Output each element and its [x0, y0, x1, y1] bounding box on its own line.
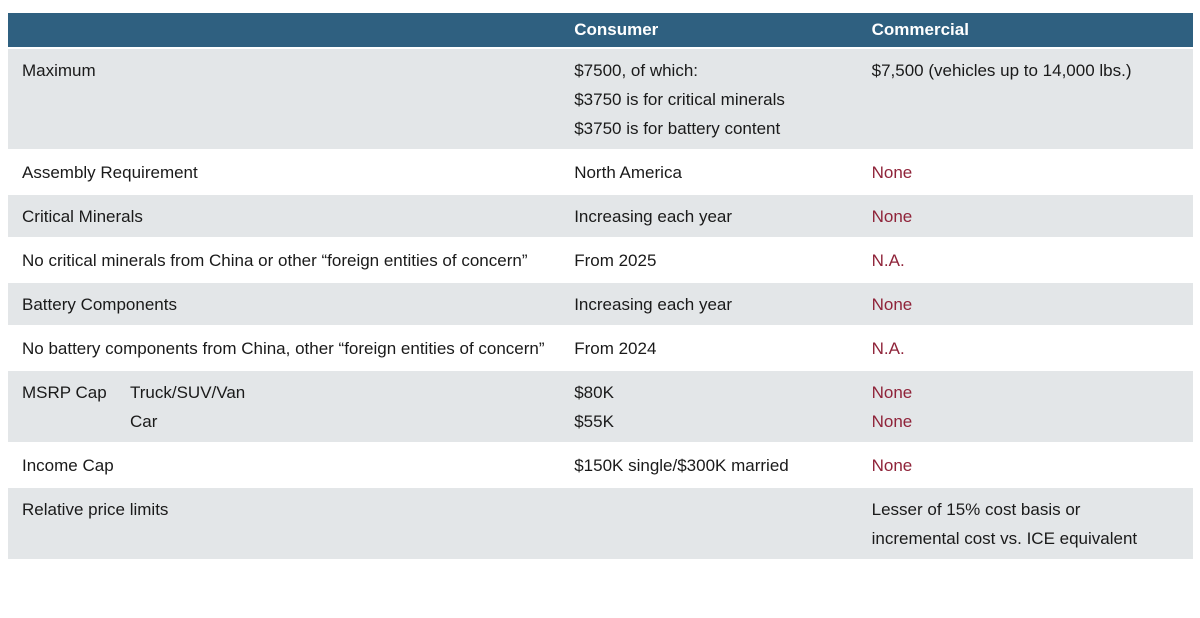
row-label: No battery components from China, other … [8, 327, 561, 369]
commercial-cell: N.A. [857, 327, 1193, 369]
table-row-battery-components: Battery Components Increasing each year … [8, 283, 1193, 325]
table-row-msrp-cap: MSRP Cap Truck/SUV/Van Car $80K $55K Non… [8, 371, 1193, 442]
commercial-cell: None None [857, 371, 1193, 442]
commercial-cell: N.A. [857, 239, 1193, 281]
consumer-cell: $150K single/$300K married [560, 444, 858, 486]
commercial-cell: None [857, 151, 1193, 193]
cell-line: $80K [574, 383, 614, 402]
msrp-sublabels: Truck/SUV/Van Car [130, 378, 245, 436]
table-row-no-battery-components-china: No battery components from China, other … [8, 327, 1193, 369]
table-row-assembly-requirement: Assembly Requirement North America None [8, 151, 1193, 193]
table-row-income-cap: Income Cap $150K single/$300K married No… [8, 444, 1193, 486]
cell-line: $55K [574, 412, 614, 431]
table-row-maximum: Maximum $7500, of which: $3750 is for cr… [8, 49, 1193, 149]
cell-line: Lesser of 15% cost basis or [871, 500, 1081, 519]
commercial-cell: None [857, 283, 1193, 325]
row-label: Income Cap [8, 444, 561, 486]
row-label: Assembly Requirement [8, 151, 561, 193]
row-label: No critical minerals from China or other… [8, 239, 561, 281]
page: Consumer Commercial Maximum $7500, of wh… [8, 11, 1193, 561]
consumer-cell: From 2024 [560, 327, 858, 369]
commercial-cell: None [857, 195, 1193, 237]
cell-line: None [871, 412, 913, 431]
row-label: Maximum [8, 49, 561, 149]
table-row-relative-price-limits: Relative price limits Lesser of 15% cost… [8, 488, 1193, 559]
cell-line: $3750 is for battery content [574, 119, 781, 138]
consumer-cell: $80K $55K [560, 371, 858, 442]
consumer-cell [560, 488, 858, 559]
row-label: Battery Components [8, 283, 561, 325]
header-consumer: Consumer [560, 13, 858, 47]
header-commercial: Commercial [857, 13, 1193, 47]
cell-line: None [871, 383, 913, 402]
cell-line: incremental cost vs. ICE equivalent [871, 529, 1138, 548]
row-label: Critical Minerals [8, 195, 561, 237]
cell-line: $3750 is for critical minerals [574, 90, 785, 109]
msrp-cap-label: MSRP Cap [22, 383, 107, 402]
consumer-cell: Increasing each year [560, 283, 858, 325]
consumer-cell: Increasing each year [560, 195, 858, 237]
table-row-no-critical-minerals-china: No critical minerals from China or other… [8, 239, 1193, 281]
table-row-critical-minerals: Critical Minerals Increasing each year N… [8, 195, 1193, 237]
cell-line: Truck/SUV/Van [130, 383, 246, 402]
header-row: Consumer Commercial [8, 13, 1193, 47]
commercial-cell: $7,500 (vehicles up to 14,000 lbs.) [857, 49, 1193, 149]
consumer-cell: From 2025 [560, 239, 858, 281]
header-empty-cell [8, 13, 561, 47]
msrp-cap-group: MSRP Cap Truck/SUV/Van Car [22, 378, 546, 436]
commercial-cell: Lesser of 15% cost basis or incremental … [857, 488, 1193, 559]
row-label: Relative price limits [8, 488, 561, 559]
commercial-cell: None [857, 444, 1193, 486]
comparison-table: Consumer Commercial Maximum $7500, of wh… [8, 11, 1193, 561]
consumer-cell: $7500, of which: $3750 is for critical m… [560, 49, 858, 149]
row-label: MSRP Cap Truck/SUV/Van Car [8, 371, 561, 442]
consumer-cell: North America [560, 151, 858, 193]
cell-line: $7500, of which: [574, 61, 699, 80]
cell-line: Car [130, 412, 158, 431]
